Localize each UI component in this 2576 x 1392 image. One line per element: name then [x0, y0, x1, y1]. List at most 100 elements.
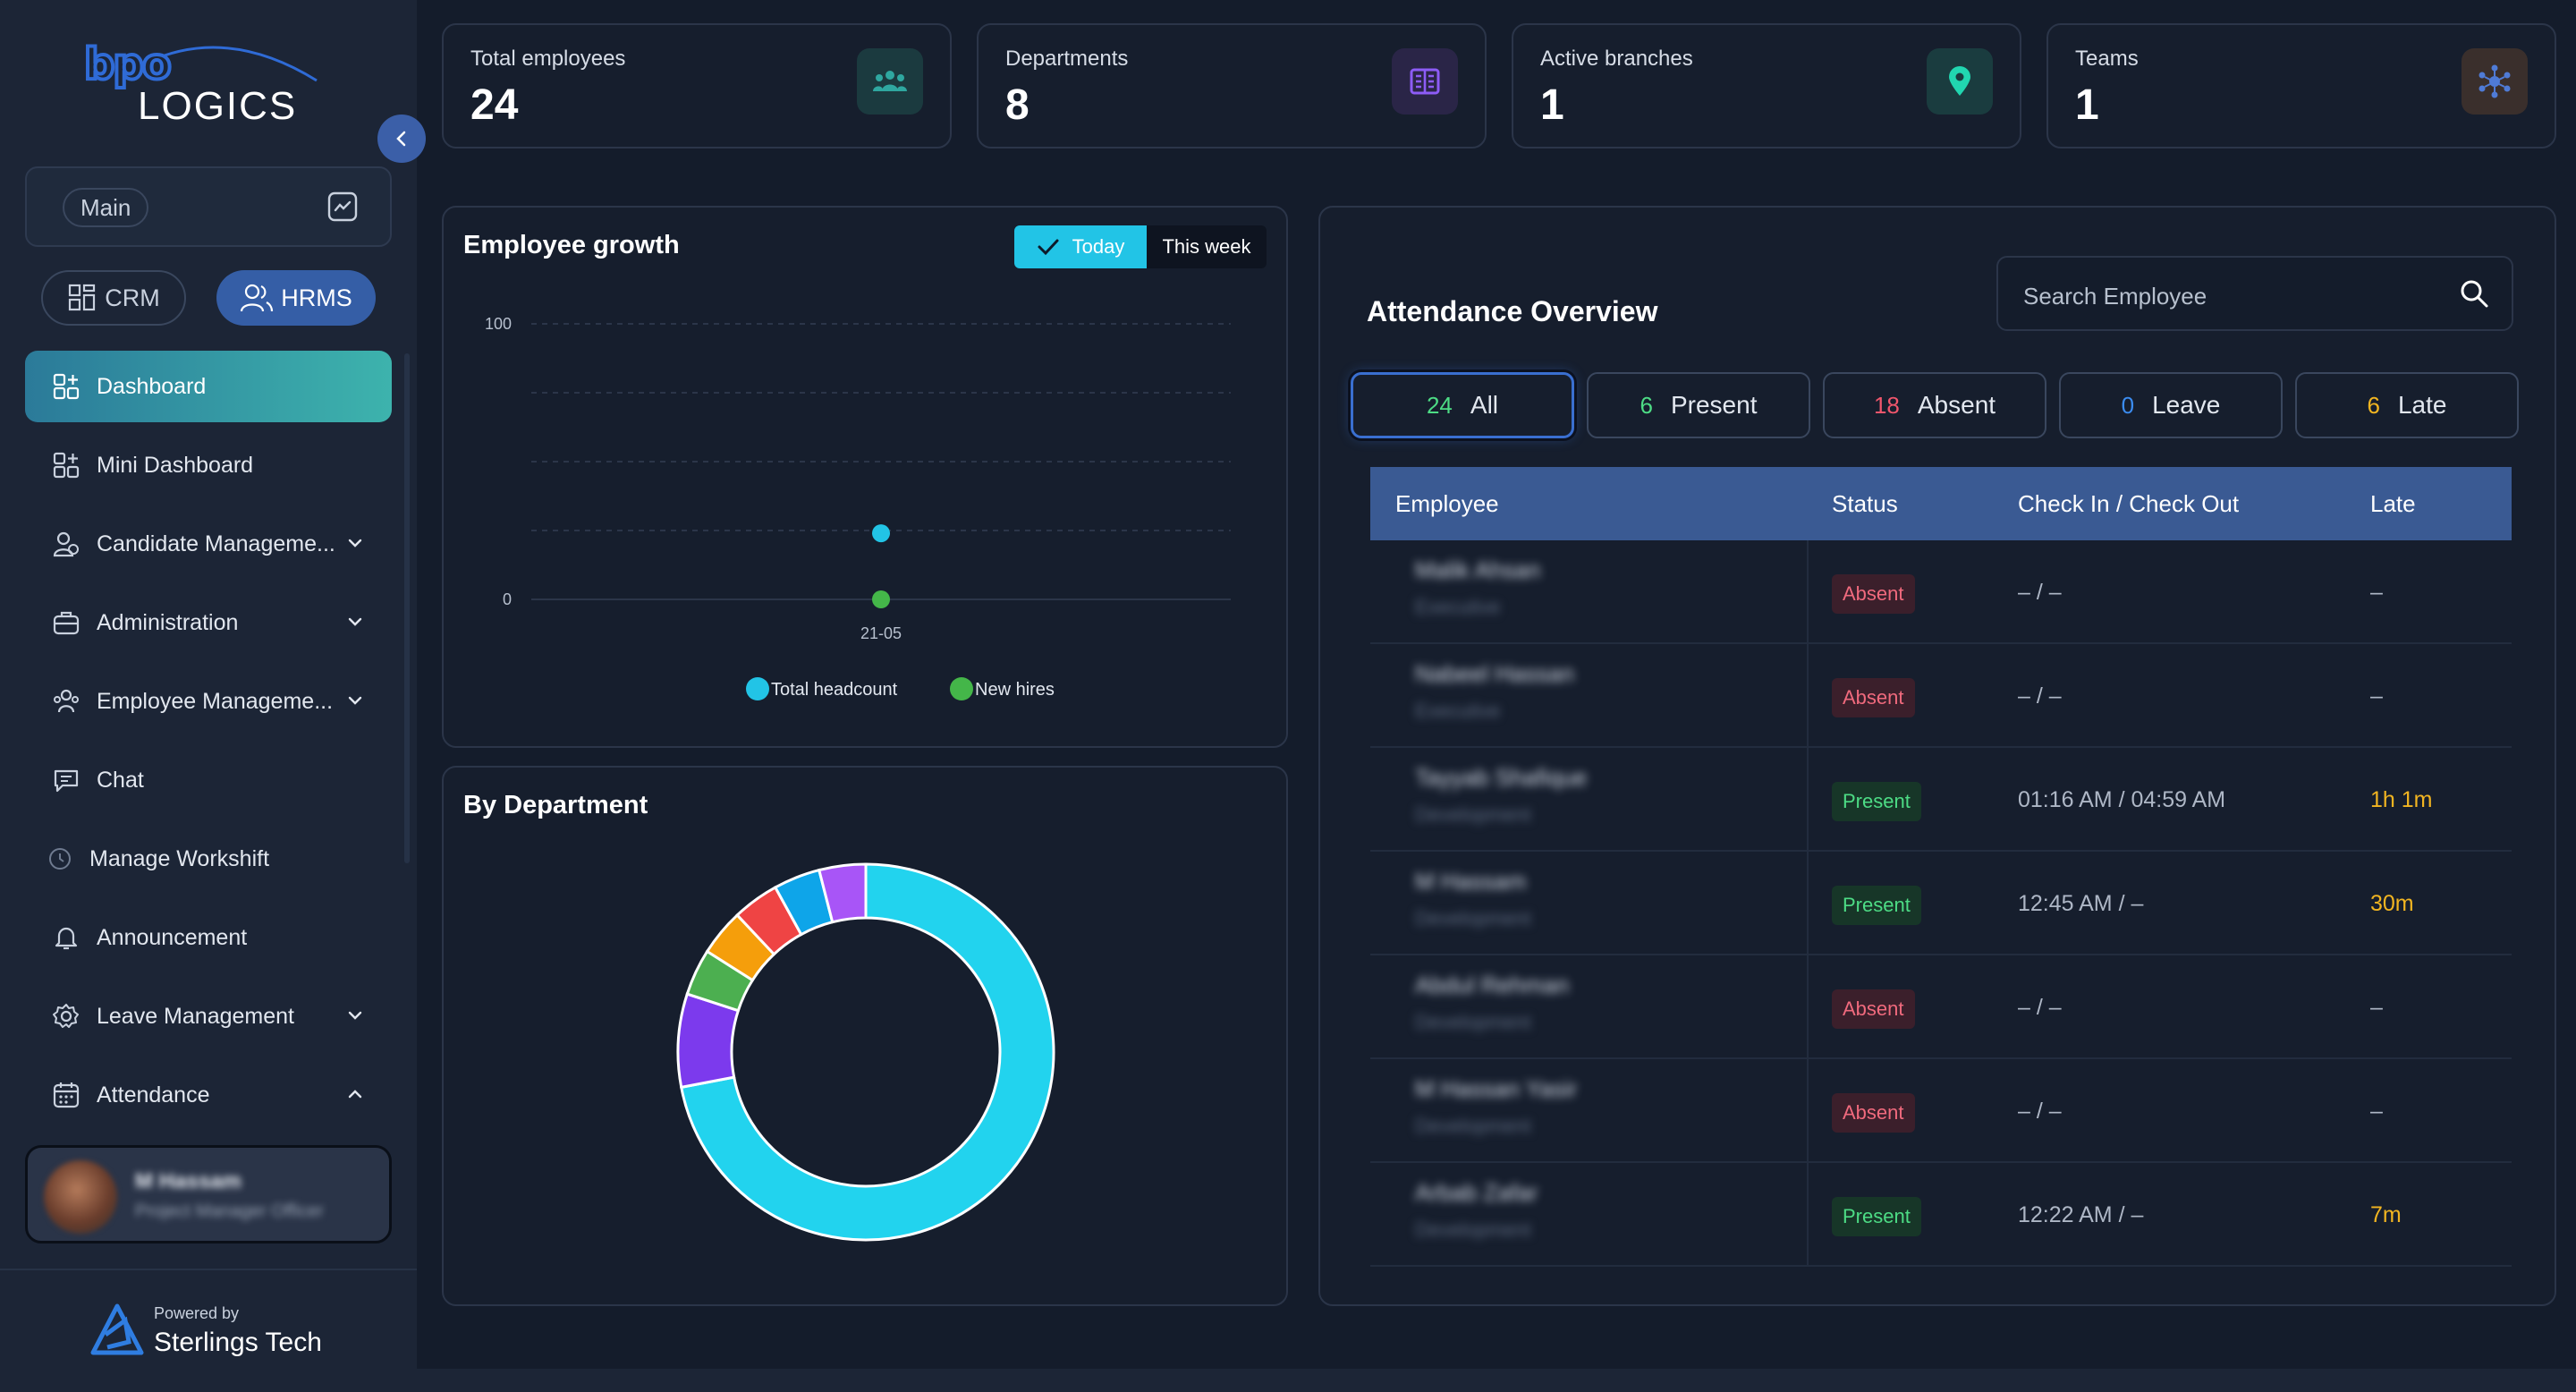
status-badge: Present: [1832, 1197, 1921, 1236]
filter-tab-late[interactable]: 6 Late: [2295, 372, 2519, 438]
table-row[interactable]: M Hassan Yasir Development Absent – / – –: [1370, 1059, 2512, 1163]
stat-label: Active branches: [1540, 47, 1693, 71]
filter-tab-all[interactable]: 24 All: [1351, 372, 1574, 438]
card-title: By Department: [463, 791, 648, 819]
sidebar-item-attendance[interactable]: Attendance: [25, 1059, 392, 1131]
stat-value: 1: [1540, 81, 1564, 129]
donut-slice: [679, 862, 1055, 1242]
workspace-switcher[interactable]: Main: [25, 166, 392, 247]
table-row[interactable]: Arbab Zafar Development Present 12:22 AM …: [1370, 1163, 2512, 1267]
table-row[interactable]: Tayyab Shafique Development Present 01:16…: [1370, 748, 2512, 852]
search-icon[interactable]: [2458, 277, 2490, 310]
legend-marker: [746, 677, 769, 700]
chevron-left-icon: [396, 131, 406, 147]
sidebar-item-label: Manage Workshift: [89, 845, 270, 871]
search-employee-input[interactable]: Search Employee: [1996, 256, 2513, 331]
filter-tab-present[interactable]: 6 Present: [1587, 372, 1810, 438]
today-tab[interactable]: Today: [1014, 225, 1147, 268]
filter-tab-leave[interactable]: 0 Leave: [2059, 372, 2283, 438]
filter-tab-absent[interactable]: 18 Absent: [1823, 372, 2046, 438]
workspace-label: Main: [63, 188, 149, 227]
search-placeholder: Search Employee: [2023, 283, 2207, 310]
employee-growth-card: Employee growth Today This week 100 0 21-0…: [442, 206, 1288, 748]
period-toggle: Today This week: [1014, 225, 1267, 268]
stat-card-active-branches: Active branches 1: [1512, 23, 2021, 149]
people-icon: [241, 284, 274, 312]
card-title: Attendance Overview: [1367, 295, 1658, 327]
legend-marker: [950, 677, 973, 700]
sidebar: bpo LOGICS Main CRM HRMS Dashboard Mini …: [0, 0, 426, 1392]
stat-label: Teams: [2075, 47, 2139, 71]
y-tick-label: 100: [485, 315, 512, 333]
column-late: Late: [2370, 490, 2416, 517]
column-employee: Employee: [1395, 490, 1499, 517]
sidebar-item-manage-workshift[interactable]: Manage Workshift: [25, 823, 392, 895]
bell-icon: [55, 927, 78, 950]
avatar: [44, 1160, 117, 1234]
gear-icon: [53, 1004, 79, 1028]
briefcase-icon: [53, 611, 80, 635]
stat-label: Departments: [1005, 47, 1129, 71]
status-badge: Present: [1832, 886, 1921, 925]
column-status: Status: [1832, 490, 1898, 517]
status-badge: Absent: [1832, 678, 1915, 717]
powered-by: Powered by Sterlings Tech: [89, 1303, 322, 1358]
legend-label: Total headcount: [771, 680, 898, 700]
this-week-tab[interactable]: This week: [1162, 235, 1251, 258]
data-point: [872, 524, 890, 543]
employee-growth-chart: 100 0 21-05 Total headcount New hires: [485, 315, 1231, 700]
sidebar-item-administration[interactable]: Administration: [25, 587, 392, 658]
sidebar-item-employee-management[interactable]: Employee Manageme...: [25, 666, 392, 737]
stat-value: 1: [2075, 81, 2099, 129]
stat-card-teams: Teams 1: [2046, 23, 2556, 149]
column-check-in-out: Check In / Check Out: [2018, 490, 2240, 517]
chevron-down-icon: [348, 1011, 362, 1020]
status-badge: Absent: [1832, 574, 1915, 614]
table-row[interactable]: Abdul Rehman Development Absent – / – –: [1370, 955, 2512, 1059]
collapse-sidebar-button[interactable]: [377, 115, 426, 163]
sidebar-item-label: Candidate Manageme...: [97, 530, 335, 556]
powered-by-label: Powered by: [154, 1304, 240, 1322]
stat-value: 8: [1005, 81, 1030, 129]
sidebar-scrollbar[interactable]: [404, 353, 410, 863]
table-header: Employee Status Check In / Check Out Lat…: [1370, 467, 2512, 540]
chat-icon: [54, 769, 79, 793]
chevron-down-icon: [348, 617, 362, 626]
check-icon: [1038, 239, 1059, 256]
sidebar-item-mini-dashboard[interactable]: Mini Dashboard: [25, 429, 392, 501]
sidebar-item-label: Mini Dashboard: [97, 452, 254, 478]
sidebar-item-candidate-management[interactable]: Candidate Manageme...: [25, 508, 392, 580]
donut-slice: [817, 862, 868, 924]
table-row[interactable]: Nabeel Hassan Executive Absent – / – –: [1370, 644, 2512, 748]
sidebar-item-leave-management[interactable]: Leave Management: [25, 980, 392, 1052]
table-row[interactable]: Malik Ahsan Executive Absent – / – –: [1370, 540, 2512, 644]
hrms-label: HRMS: [281, 284, 352, 311]
user-role: Project Manager Officer: [135, 1201, 324, 1221]
sidebar-item-announcement[interactable]: Announcement: [25, 902, 392, 973]
y-tick-label: 0: [503, 590, 512, 608]
building-icon: [1392, 48, 1458, 115]
x-tick-label: 21-05: [860, 624, 902, 642]
sidebar-item-label: Administration: [97, 609, 239, 635]
department-donut-chart: [676, 862, 1055, 1242]
calendar-icon: [53, 1082, 80, 1108]
status-badge: Absent: [1832, 1093, 1915, 1133]
users-icon: [857, 48, 923, 115]
sidebar-nav: Dashboard Mini Dashboard Candidate Manag…: [25, 351, 392, 1138]
sidebar-item-label: Dashboard: [97, 373, 207, 399]
crm-label: CRM: [105, 284, 160, 311]
table-row[interactable]: M Hassam Development Present 12:45 AM / –…: [1370, 852, 2512, 955]
sidebar-item-chat[interactable]: Chat: [25, 744, 392, 816]
user-profile-card[interactable]: M Hassam Project Manager Officer: [25, 1145, 392, 1243]
sidebar-item-label: Announcement: [97, 924, 248, 950]
sidebar-item-label: Chat: [97, 767, 144, 793]
chevron-down-icon: [348, 696, 362, 705]
crm-module-button[interactable]: CRM: [41, 270, 186, 326]
chevron-up-icon: [348, 1090, 362, 1099]
card-title: Employee growth: [463, 231, 680, 259]
sidebar-item-dashboard[interactable]: Dashboard: [25, 351, 392, 422]
stat-label: Total employees: [470, 47, 626, 71]
status-badge: Absent: [1832, 989, 1915, 1029]
grid-icon: [69, 284, 96, 311]
hrms-module-button[interactable]: HRMS: [216, 270, 376, 326]
